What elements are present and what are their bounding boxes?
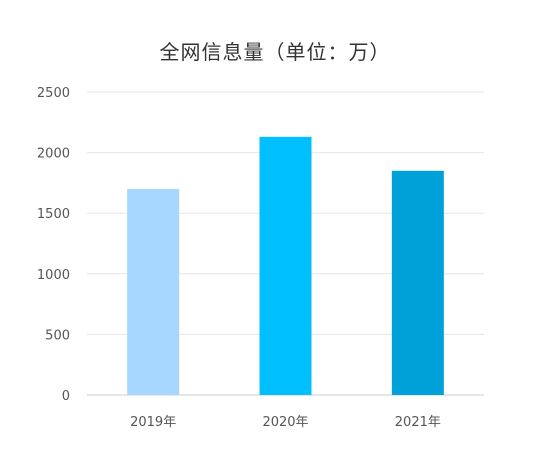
bar[interactable]: [391, 170, 444, 395]
y-tick-label: 0: [62, 389, 70, 404]
y-tick-label: 1000: [37, 268, 70, 283]
y-tick-label: 2000: [37, 147, 70, 162]
x-tick-label: 2020年: [262, 415, 308, 430]
y-tick-label: 1500: [37, 207, 70, 222]
y-tick-label: 2500: [37, 86, 70, 101]
y-tick-label: 500: [45, 328, 70, 343]
x-tick-label: 2019年: [130, 415, 176, 430]
chart-title: 全网信息量（单位：万）: [159, 40, 391, 64]
x-tick-label: 2021年: [395, 415, 441, 430]
bar[interactable]: [259, 136, 312, 395]
bar[interactable]: [127, 188, 180, 395]
